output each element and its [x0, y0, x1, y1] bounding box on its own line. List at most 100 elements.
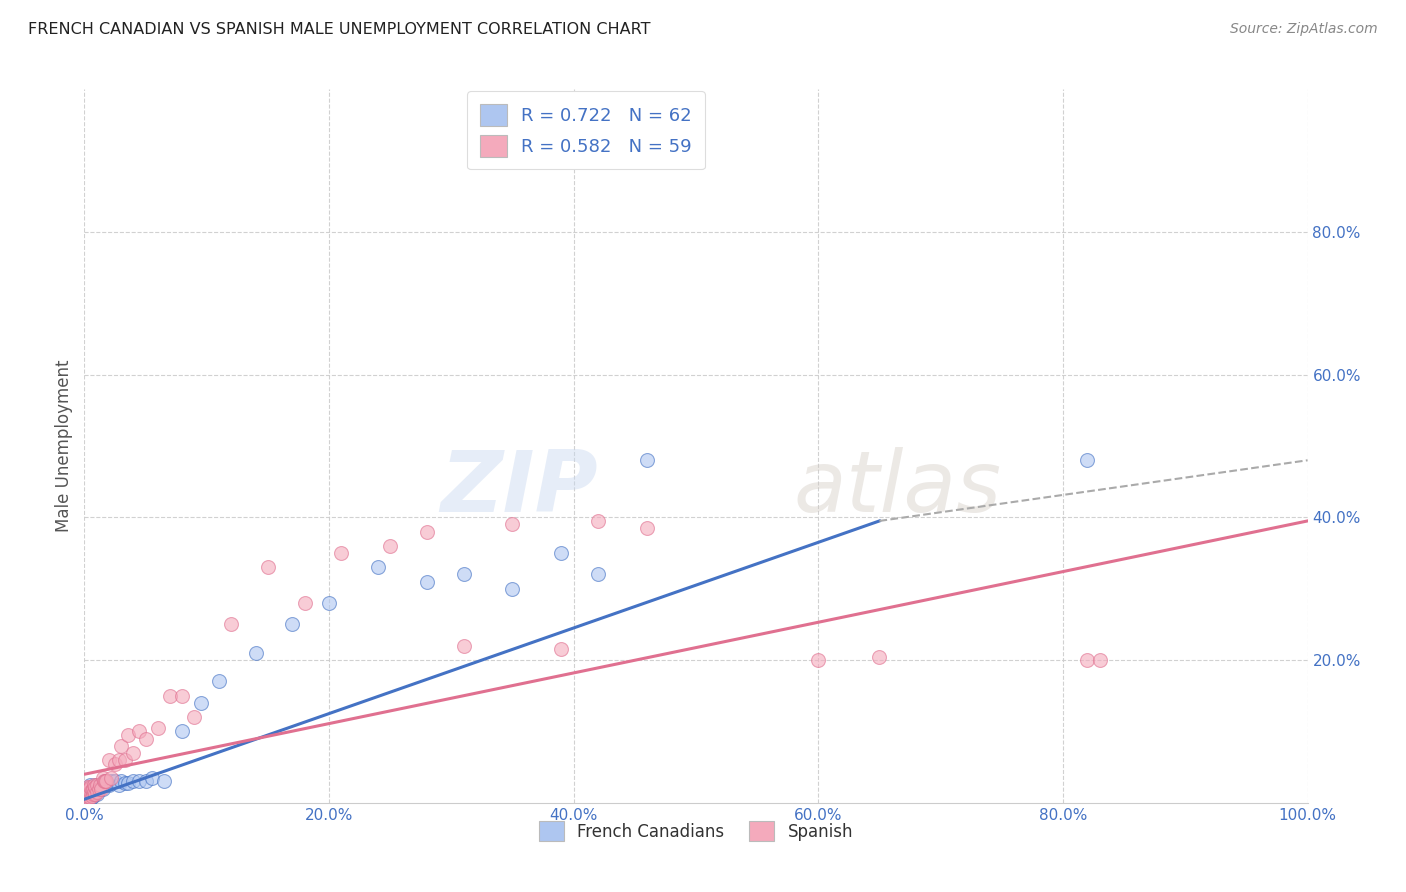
Text: ZIP: ZIP [440, 447, 598, 531]
Point [114, 753, 136, 767]
Point [367, 560, 389, 574]
Point [76, 785, 98, 799]
Point [75, 789, 97, 803]
Point [76, 781, 98, 796]
Point [87, 781, 110, 796]
Point [75, 785, 97, 799]
Point [1088, 653, 1111, 667]
Point [86, 785, 108, 799]
Point [79, 787, 101, 801]
Point [380, 539, 402, 553]
Point [87, 783, 110, 797]
Point [76, 780, 98, 794]
Point [86, 787, 108, 801]
Point [80, 783, 103, 797]
Point [76, 792, 98, 806]
Point [77, 787, 100, 801]
Point [636, 521, 658, 535]
Point [453, 567, 475, 582]
Point [93, 774, 115, 789]
Point [219, 617, 242, 632]
Point [82, 789, 104, 803]
Y-axis label: Male Unemployment: Male Unemployment [55, 359, 73, 533]
Point [84, 778, 107, 792]
Point [77, 789, 100, 803]
Point [208, 674, 231, 689]
Point [416, 574, 439, 589]
Point [502, 582, 524, 596]
Point [77, 781, 100, 796]
Point [550, 642, 572, 657]
Point [77, 789, 100, 803]
Point [82, 781, 104, 796]
Point [84, 780, 107, 794]
Point [87, 781, 110, 796]
Point [83, 778, 105, 792]
Point [117, 728, 139, 742]
Point [83, 787, 105, 801]
Point [107, 778, 129, 792]
Point [104, 756, 127, 771]
Point [83, 780, 105, 794]
Point [104, 774, 127, 789]
Point [159, 689, 181, 703]
Point [79, 778, 101, 792]
Point [114, 776, 136, 790]
Legend: French Canadians, Spanish: French Canadians, Spanish [531, 814, 860, 848]
Point [107, 753, 129, 767]
Point [86, 778, 108, 792]
Point [128, 724, 150, 739]
Point [84, 787, 107, 801]
Point [90, 781, 112, 796]
Point [110, 774, 132, 789]
Point [94, 774, 117, 789]
Point [76, 789, 98, 803]
Point [82, 781, 104, 796]
Point [172, 689, 194, 703]
Point [146, 721, 169, 735]
Point [89, 778, 111, 792]
Point [79, 785, 101, 799]
Point [79, 783, 101, 797]
Point [294, 596, 316, 610]
Point [550, 546, 572, 560]
Point [128, 774, 150, 789]
Point [84, 785, 107, 799]
Text: FRENCH CANADIAN VS SPANISH MALE UNEMPLOYMENT CORRELATION CHART: FRENCH CANADIAN VS SPANISH MALE UNEMPLOY… [28, 22, 651, 37]
Point [89, 778, 111, 792]
Point [183, 710, 205, 724]
Point [135, 774, 157, 789]
Point [172, 724, 194, 739]
Point [80, 789, 103, 803]
Point [453, 639, 475, 653]
Point [80, 785, 103, 799]
Point [79, 780, 101, 794]
Point [122, 774, 145, 789]
Point [190, 696, 212, 710]
Point [96, 774, 118, 789]
Point [97, 778, 120, 792]
Point [82, 787, 104, 801]
Point [75, 781, 97, 796]
Text: Source: ZipAtlas.com: Source: ZipAtlas.com [1230, 22, 1378, 37]
Point [318, 596, 340, 610]
Point [135, 731, 157, 746]
Point [77, 787, 100, 801]
Point [257, 560, 280, 574]
Point [807, 653, 830, 667]
Point [245, 646, 267, 660]
Point [330, 546, 353, 560]
Point [91, 771, 114, 785]
Point [83, 785, 105, 799]
Point [79, 791, 101, 805]
Point [75, 787, 97, 801]
Point [91, 781, 114, 796]
Point [586, 567, 609, 582]
Point [110, 739, 132, 753]
Point [76, 785, 98, 799]
Point [77, 790, 100, 805]
Point [636, 453, 658, 467]
Point [100, 774, 122, 789]
Point [75, 781, 97, 796]
Text: atlas: atlas [794, 447, 1002, 531]
